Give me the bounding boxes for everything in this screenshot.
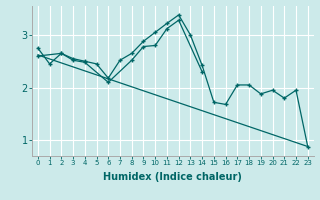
X-axis label: Humidex (Indice chaleur): Humidex (Indice chaleur): [103, 172, 242, 182]
